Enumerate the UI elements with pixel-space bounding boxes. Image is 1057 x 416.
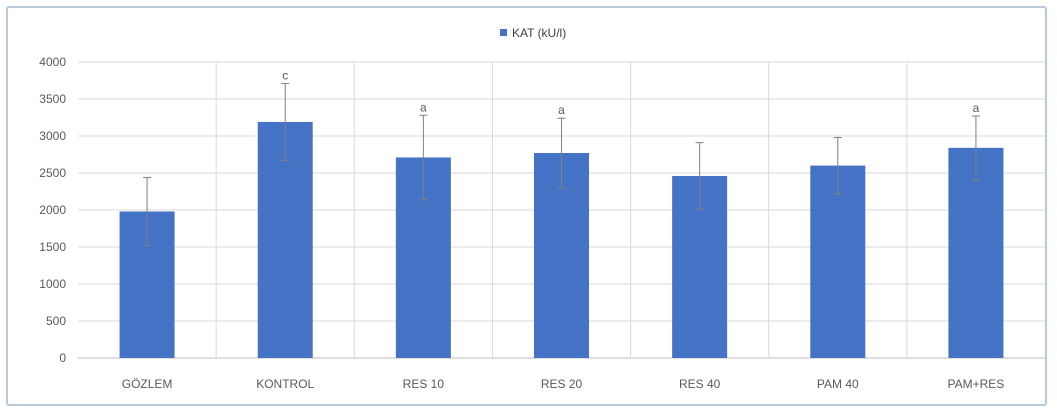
significance-label: a [420, 100, 427, 114]
y-tick-label: 4000 [39, 55, 66, 69]
chart-frame: KAT (kU/l) 0 500 1000 1500 2000 2500 3000 3500 4… [6, 6, 1047, 406]
y-tick-label: 2000 [39, 203, 66, 217]
y-tick-label: 3000 [39, 129, 66, 143]
x-category-label: PAM 40 [817, 377, 859, 391]
legend-label-kat: KAT (kU/l) [512, 26, 566, 40]
y-tick-label: 0 [59, 351, 66, 365]
x-category-label: PAM+RES [948, 377, 1005, 391]
significance-label: a [558, 103, 565, 117]
y-tick-label: 2500 [39, 166, 66, 180]
y-tick-label: 500 [46, 314, 66, 328]
legend-swatch [500, 29, 507, 36]
bar-chart: KAT (kU/l) 0 500 1000 1500 2000 2500 3000 3500 4… [39, 26, 1045, 391]
significance-label: c [282, 68, 288, 82]
error-bars [143, 82, 980, 247]
x-category-label: RES 10 [403, 377, 445, 391]
bar [257, 121, 313, 358]
bar [810, 165, 866, 358]
legend: KAT (kU/l) [500, 26, 566, 40]
y-tick-label: 1500 [39, 240, 66, 254]
y-axis-ticks: 0 500 1000 1500 2000 2500 3000 3500 4000 [39, 55, 66, 365]
x-category-label: KONTROL [256, 377, 314, 391]
bar [948, 147, 1004, 358]
bars [119, 121, 1004, 358]
x-category-label: RES 20 [541, 377, 583, 391]
x-category-label: GÖZLEM [122, 377, 173, 391]
y-tick-label: 3500 [39, 92, 66, 106]
x-axis-labels: GÖZLEM KONTROL RES 10 RES 20 RES 40 PAM 40 PAM… [122, 377, 1005, 391]
significance-labels: c a a a [282, 68, 979, 117]
significance-label: a [973, 101, 980, 115]
x-category-label: RES 40 [679, 377, 721, 391]
y-tick-label: 1000 [39, 277, 66, 291]
